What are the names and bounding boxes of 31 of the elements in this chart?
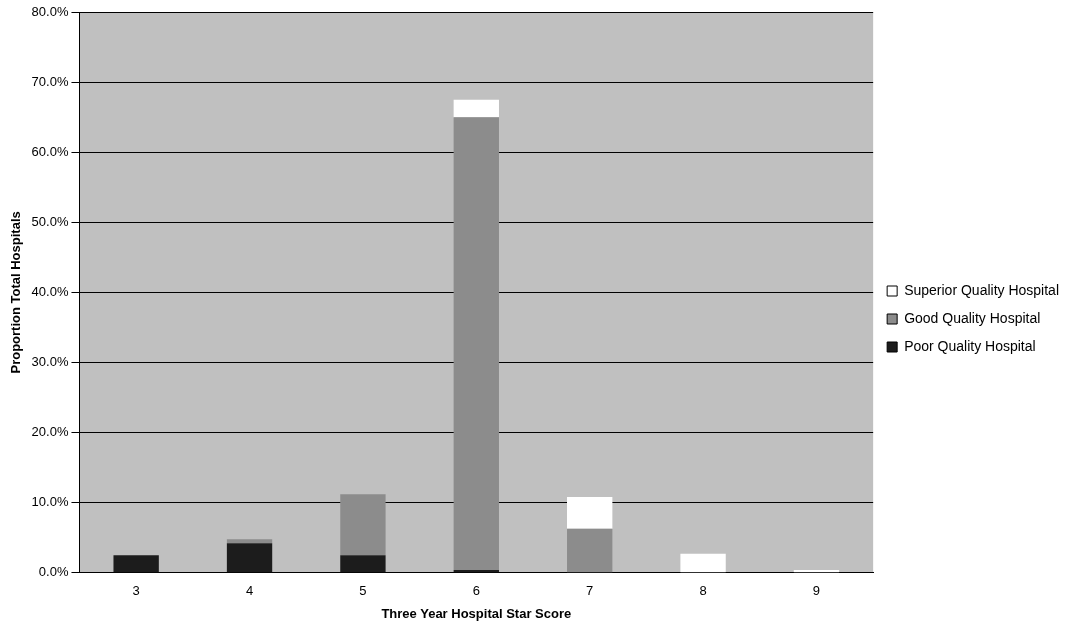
y-tick-label: 30.0% (31, 354, 69, 370)
x-tick-label: 5 (359, 583, 367, 599)
x-axis-title: Three Year Hospital Star Score (381, 605, 572, 621)
bar (226, 543, 273, 573)
y-tick-label: 70.0% (31, 73, 69, 89)
bar (113, 555, 159, 573)
x-tick-label: 7 (586, 583, 594, 599)
y-tick-label: 40.0% (31, 283, 69, 299)
bar (453, 99, 499, 118)
bar (340, 494, 386, 556)
legend-label: Poor Quality Hospital (904, 337, 1036, 354)
y-tick-label: 50.0% (31, 213, 69, 229)
x-tick-label: 3 (132, 583, 140, 599)
y-tick-label: 60.0% (31, 143, 69, 159)
y-tick-label: 80.0% (31, 3, 69, 19)
x-tick-label: 8 (699, 583, 707, 599)
x-tick-label: 9 (812, 583, 821, 599)
x-tick-label: 4 (245, 583, 254, 599)
legend-label: Good Quality Hospital (904, 309, 1041, 326)
y-tick-label: 20.0% (31, 424, 69, 440)
y-tick-label: 0.0% (38, 564, 69, 580)
bar (226, 539, 273, 544)
bar (340, 555, 386, 573)
bar (453, 117, 499, 570)
y-tick-label: 10.0% (31, 494, 69, 510)
x-tick-label: 6 (472, 583, 480, 599)
bar (567, 528, 613, 573)
bar (680, 553, 726, 573)
y-axis-title: Proportion Total Hospitals (8, 211, 24, 374)
bar (567, 497, 613, 529)
legend-label: Superior Quality Hospital (904, 281, 1060, 298)
